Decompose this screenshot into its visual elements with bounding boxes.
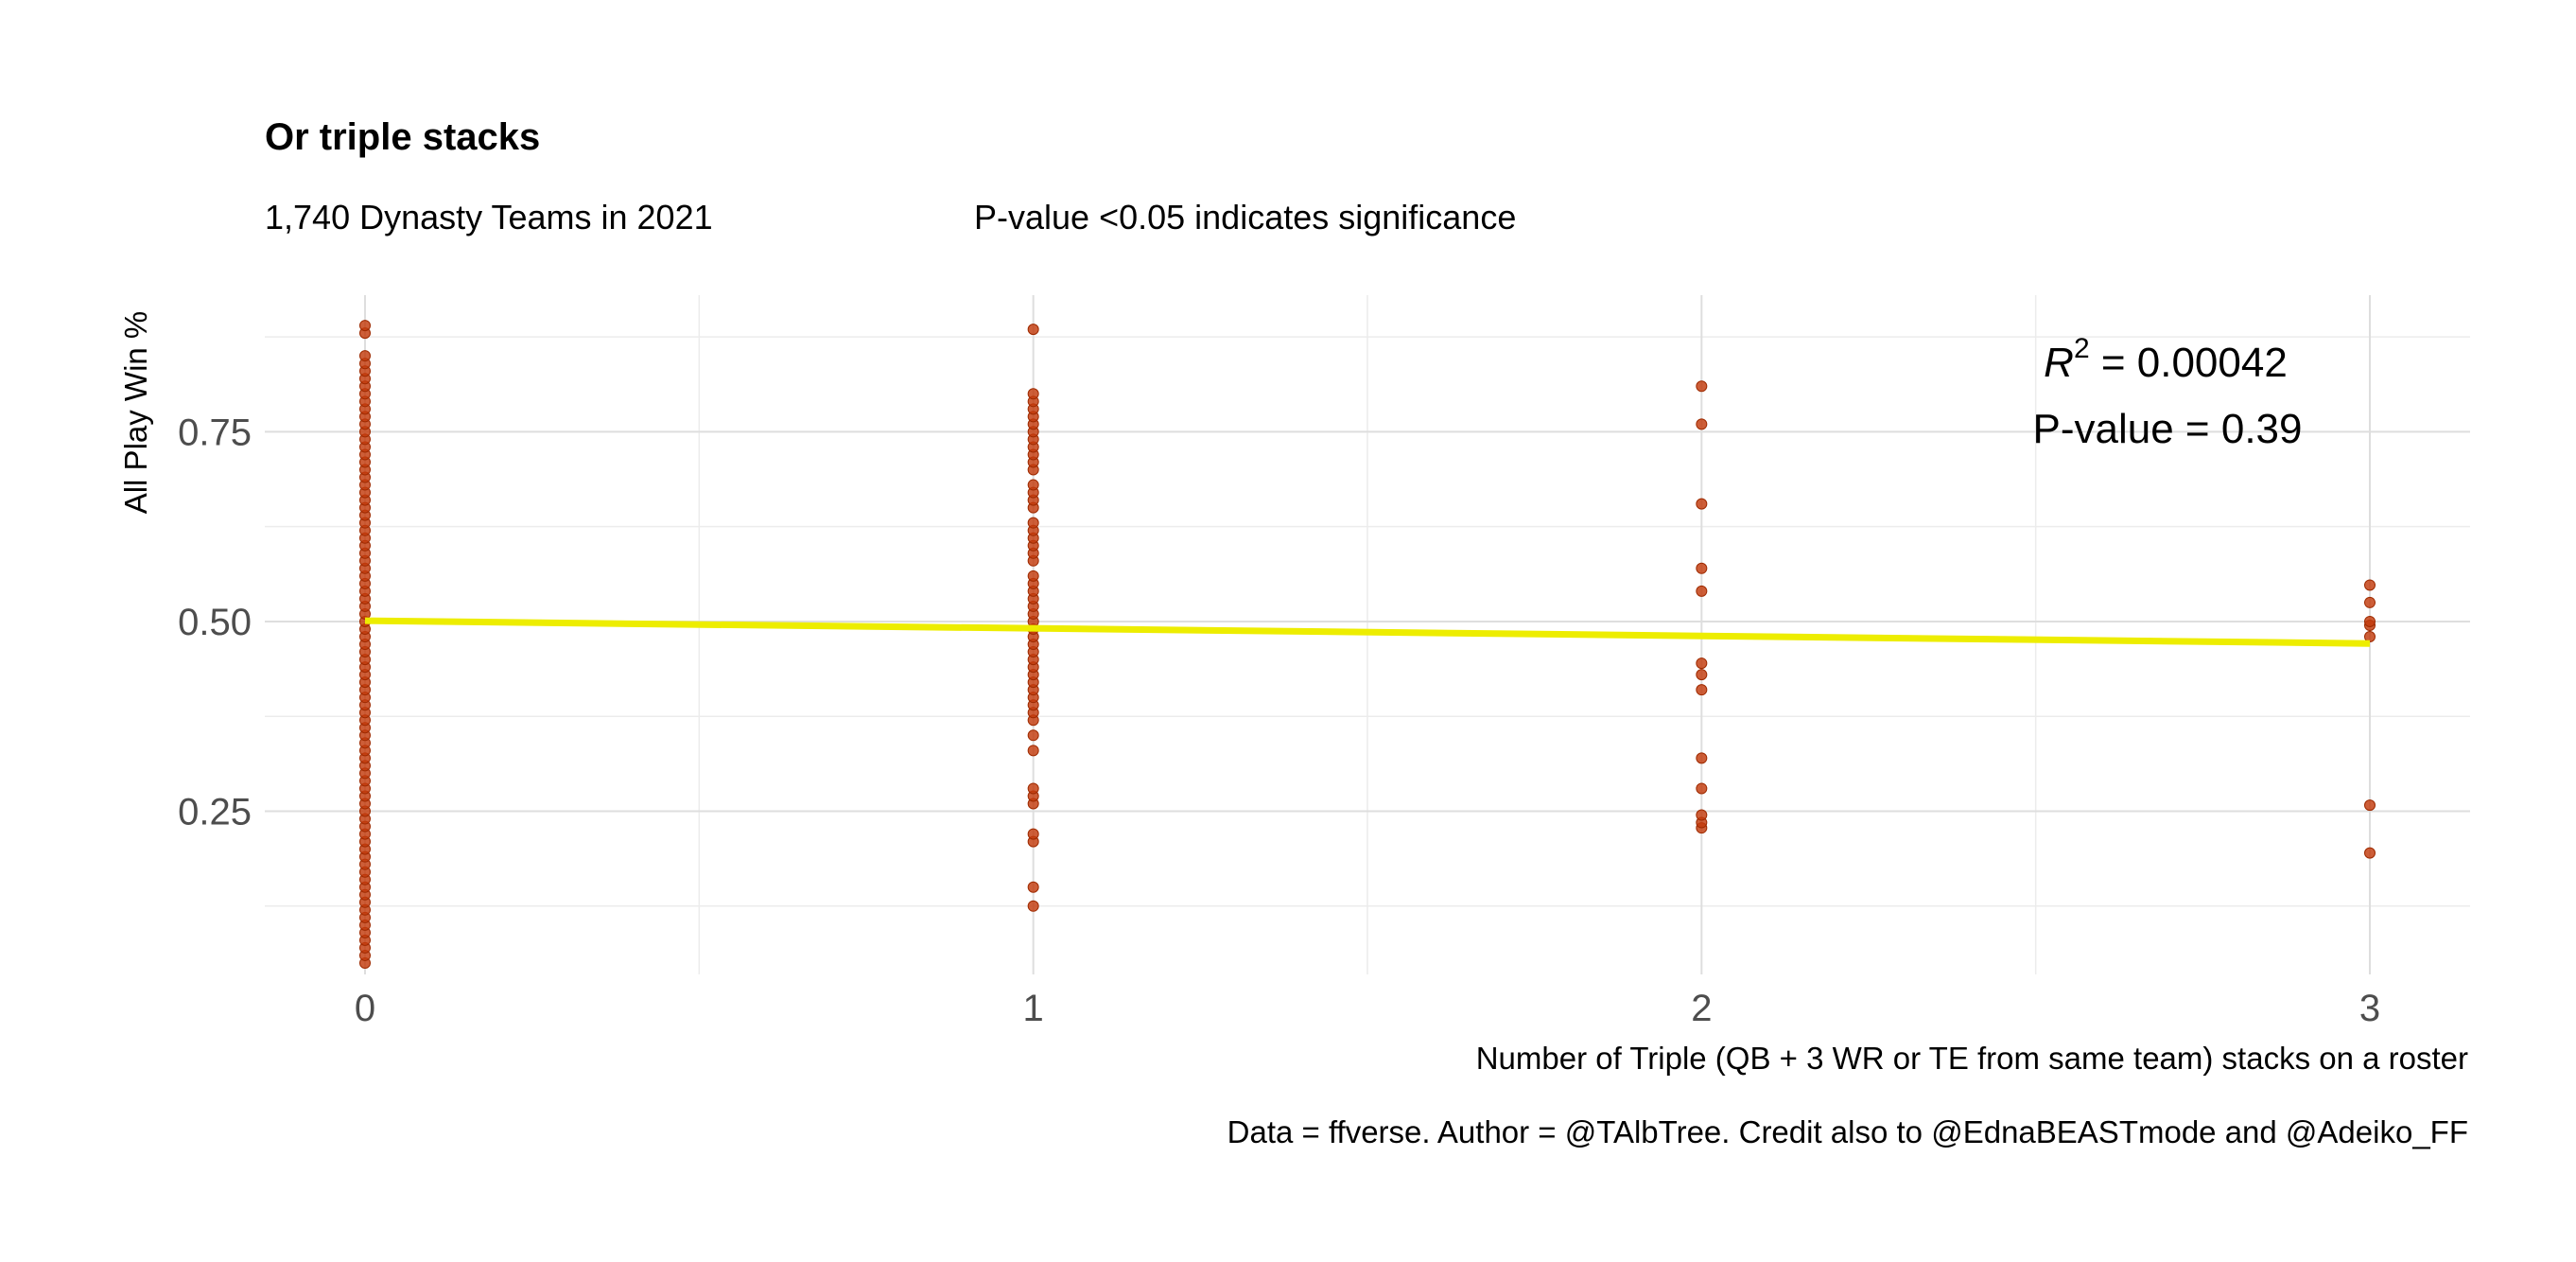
- chart-subtitle-left: 1,740 Dynasty Teams in 2021: [265, 198, 713, 237]
- y-tick-label: 0.25: [178, 792, 252, 833]
- data-points: [359, 320, 2376, 969]
- data-point: [2364, 596, 2376, 608]
- data-point: [1696, 782, 1708, 795]
- r-squared-annotation: R2 = 0.00042: [2044, 333, 2288, 386]
- data-point: [1027, 900, 1039, 912]
- data-point: [2364, 847, 2376, 859]
- x-tick-label: 3: [2359, 988, 2380, 1029]
- r-squared-superscript: 2: [2074, 333, 2090, 364]
- data-point: [2364, 579, 2376, 591]
- chart-caption: Data = ffverse. Author = @TAlbTree. Cred…: [1227, 1114, 2468, 1149]
- data-point: [1696, 562, 1708, 574]
- data-point: [359, 350, 371, 362]
- data-point: [1696, 498, 1708, 510]
- data-point: [1027, 782, 1039, 795]
- data-point: [359, 320, 371, 332]
- r-squared-symbol: R: [2044, 340, 2074, 386]
- x-tick-label: 0: [355, 988, 375, 1029]
- data-point: [1696, 657, 1708, 670]
- data-point: [1696, 809, 1708, 821]
- data-point: [2364, 615, 2376, 627]
- chart-title: Or triple stacks: [265, 116, 540, 158]
- chart-subtitle-right: P-value <0.05 indicates significance: [974, 198, 1516, 237]
- data-point: [1696, 752, 1708, 764]
- data-point: [1027, 388, 1039, 400]
- data-point: [2364, 799, 2376, 812]
- x-axis-label: Number of Triple (QB + 3 WR or TE from s…: [1476, 1041, 2468, 1076]
- data-point: [1696, 418, 1708, 430]
- data-point: [1696, 380, 1708, 393]
- data-point: [1027, 828, 1039, 840]
- data-point: [1027, 570, 1039, 582]
- data-point: [1696, 669, 1708, 681]
- p-value-annotation: P-value = 0.39: [2033, 406, 2303, 452]
- y-tick-label: 0.75: [178, 412, 252, 453]
- data-point: [1027, 479, 1039, 491]
- r-squared-value: = 0.00042: [2090, 340, 2288, 386]
- data-point: [1027, 324, 1039, 336]
- data-point: [1696, 684, 1708, 696]
- y-axis-ticks: 0.25 0.50 0.75: [178, 412, 252, 833]
- data-point: [1027, 729, 1039, 742]
- data-point: [1027, 517, 1039, 529]
- x-tick-label: 2: [1691, 988, 1712, 1029]
- regression-line: [364, 617, 2371, 647]
- x-tick-label: 1: [1023, 988, 1044, 1029]
- data-point: [1027, 881, 1039, 893]
- y-tick-label: 0.50: [178, 602, 252, 643]
- data-point: [1696, 585, 1708, 597]
- x-axis-ticks: 0 1 2 3: [355, 988, 2380, 1029]
- data-point: [1027, 745, 1039, 757]
- y-axis-label: All Play Win %: [118, 311, 153, 515]
